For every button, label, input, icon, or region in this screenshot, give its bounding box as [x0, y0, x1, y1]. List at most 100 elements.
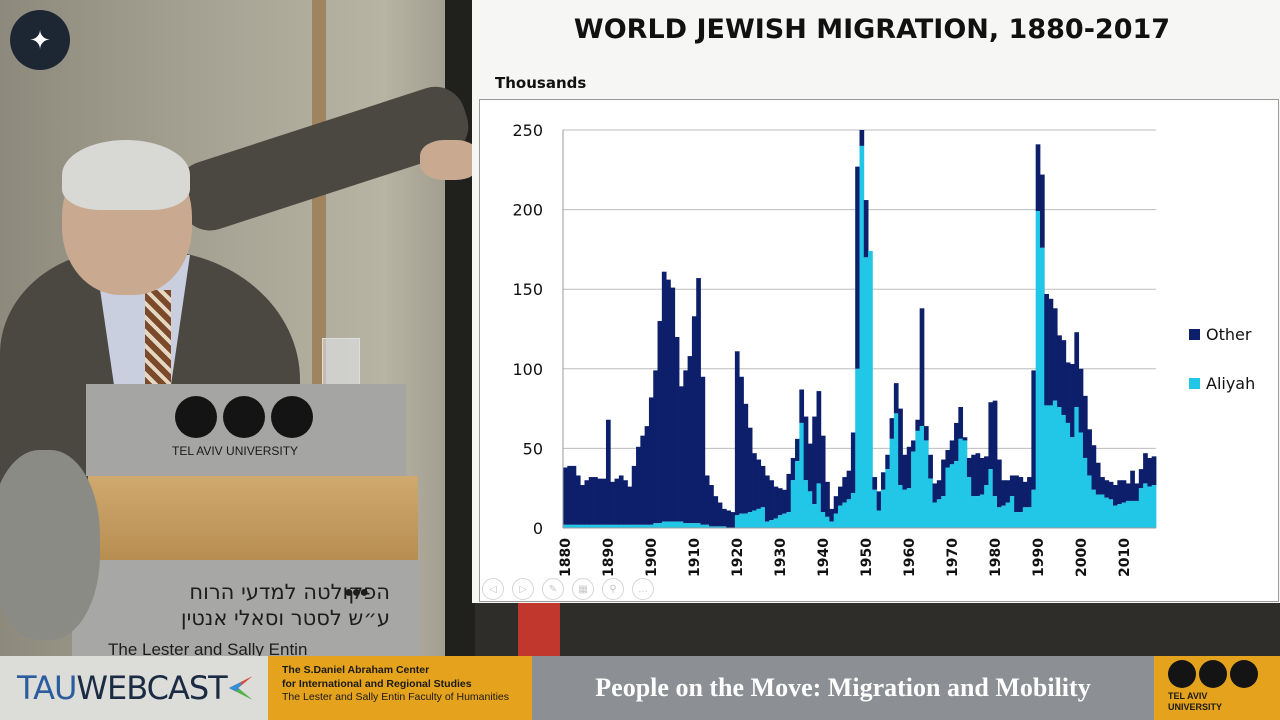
bar-aliyah-1967 — [936, 499, 942, 528]
bar-aliyah-1979 — [988, 469, 994, 528]
video-frame: ✦ TEL AVIV UNIVERSITY הפקולטה למדעי הרוח… — [0, 0, 1280, 656]
x-tick-label: 1900 — [644, 538, 660, 577]
bar-aliyah-2011 — [1125, 500, 1131, 528]
talk-title-bar: People on the Move: Migration and Mobili… — [532, 656, 1154, 720]
bar-aliyah-1983 — [1005, 502, 1011, 528]
bar-other-1987 — [1022, 481, 1028, 508]
bar-other-1892 — [614, 478, 620, 525]
bar-other-1937 — [807, 443, 813, 492]
tau-webcast-brand: TAU WEBCAST — [0, 656, 268, 720]
bar-aliyah-1937 — [807, 491, 813, 528]
bar-aliyah-1995 — [1057, 407, 1062, 528]
bar-other-1978 — [984, 456, 989, 486]
bar-aliyah-1929 — [773, 518, 779, 528]
x-tick-label: 2010 — [1117, 538, 1133, 577]
bar-other-1991 — [1039, 174, 1045, 248]
bar-other-1972 — [958, 407, 964, 439]
bar-other-1957 — [893, 383, 899, 414]
bar-other-1915 — [713, 496, 719, 527]
bar-other-1897 — [636, 446, 641, 525]
center-line-1: The S.Daniel Abraham Center — [282, 664, 430, 676]
bar-other-1948 — [855, 166, 860, 369]
bar-aliyah-2010 — [1121, 502, 1127, 528]
bar-aliyah-1901 — [653, 523, 658, 528]
bar-other-2010 — [1121, 480, 1127, 503]
bar-aliyah-2016 — [1147, 486, 1153, 528]
bar-aliyah-1923 — [747, 512, 753, 528]
bar-aliyah-1883 — [575, 524, 581, 528]
bar-other-1943 — [833, 496, 839, 514]
bar-other-1979 — [988, 402, 994, 470]
bar-other-1990 — [1035, 144, 1041, 212]
bar-other-2012 — [1130, 470, 1135, 501]
bar-other-2001 — [1082, 395, 1088, 458]
more-options-icon[interactable]: … — [632, 578, 654, 600]
bar-other-1906 — [674, 336, 680, 522]
bar-aliyah-1912 — [700, 524, 706, 528]
bar-other-1881 — [567, 465, 572, 525]
bar-other-1905 — [670, 287, 676, 522]
pen-icon[interactable]: ✎ — [542, 578, 564, 600]
bar-aliyah-2005 — [1100, 494, 1105, 528]
bar-other-1962 — [915, 419, 921, 431]
bar-aliyah-1948 — [855, 368, 860, 528]
bar-other-1921 — [739, 376, 744, 514]
bar-aliyah-1999 — [1074, 407, 1080, 528]
zoom-icon[interactable]: ⚲ — [602, 578, 624, 600]
bar-aliyah-1916 — [717, 526, 723, 528]
bar-aliyah-1940 — [820, 512, 826, 528]
chart-area: 0 50 100 150 200 250 1880 1890 1900 1910 1920 1930 1… — [479, 99, 1279, 602]
tau-tree-logo-icon: ✦ — [10, 10, 70, 70]
bar-aliyah-1907 — [679, 521, 684, 528]
bar-aliyah-1884 — [580, 524, 585, 528]
bar-other-1944 — [838, 486, 843, 506]
university-logo-block: TEL AVIV UNIVERSITY — [1154, 656, 1280, 720]
bar-aliyah-1900 — [648, 524, 654, 528]
slides-grid-icon[interactable]: ▦ — [572, 578, 594, 600]
legend-label-other: Other — [1206, 324, 1252, 344]
bar-other-1969 — [945, 449, 951, 468]
bar-other-1917 — [721, 508, 727, 527]
bar-other-1941 — [825, 481, 830, 517]
bar-other-2013 — [1134, 483, 1140, 501]
bar-aliyah-1922 — [743, 513, 749, 528]
bar-aliyah-1941 — [825, 516, 830, 528]
bar-aliyah-1905 — [670, 521, 676, 528]
bar-aliyah-2003 — [1091, 489, 1097, 528]
bar-other-1928 — [769, 480, 774, 521]
bar-other-1994 — [1052, 308, 1058, 401]
x-tick-label: 1910 — [687, 538, 703, 577]
bar-other-1929 — [773, 486, 779, 519]
next-slide-icon[interactable]: ▷ — [512, 578, 534, 600]
bar-other-1910 — [691, 316, 697, 524]
bar-other-1976 — [975, 453, 981, 497]
bar-aliyah-1980 — [992, 496, 998, 528]
y-tick-label: 0 — [533, 519, 543, 538]
bar-other-2015 — [1143, 453, 1148, 484]
bar-other-1995 — [1057, 335, 1062, 408]
bar-other-1947 — [850, 432, 856, 493]
bar-aliyah-1944 — [838, 505, 843, 528]
bar-aliyah-1881 — [567, 524, 572, 528]
podium-logo-rosette-icon — [271, 396, 313, 438]
bar-aliyah-2006 — [1104, 497, 1110, 528]
slide-title: WORLD JEWISH MIGRATION, 1880-2017 — [573, 14, 1171, 45]
bar-other-1949 — [859, 130, 865, 146]
x-tick-label: 1930 — [773, 538, 789, 577]
bar-aliyah-1955 — [885, 469, 890, 528]
bar-other-1896 — [631, 465, 637, 525]
bar-other-2017 — [1151, 456, 1157, 486]
bar-aliyah-1954 — [880, 489, 886, 528]
bar-aliyah-1958 — [898, 485, 903, 528]
bar-aliyah-1921 — [739, 513, 744, 528]
bar-other-1925 — [756, 459, 762, 509]
bar-aliyah-1993 — [1048, 405, 1054, 528]
bar-other-1942 — [829, 508, 835, 522]
bar-other-1916 — [717, 502, 723, 527]
podium-dots-icon: ●●● — [344, 584, 369, 601]
y-tick-label: 150 — [512, 280, 543, 299]
bar-aliyah-1996 — [1061, 414, 1067, 528]
bar-other-1895 — [627, 486, 633, 525]
presentation-slide: WORLD JEWISH MIGRATION, 1880-2017 Thousa… — [472, 0, 1280, 603]
previous-slide-icon[interactable]: ◁ — [482, 578, 504, 600]
